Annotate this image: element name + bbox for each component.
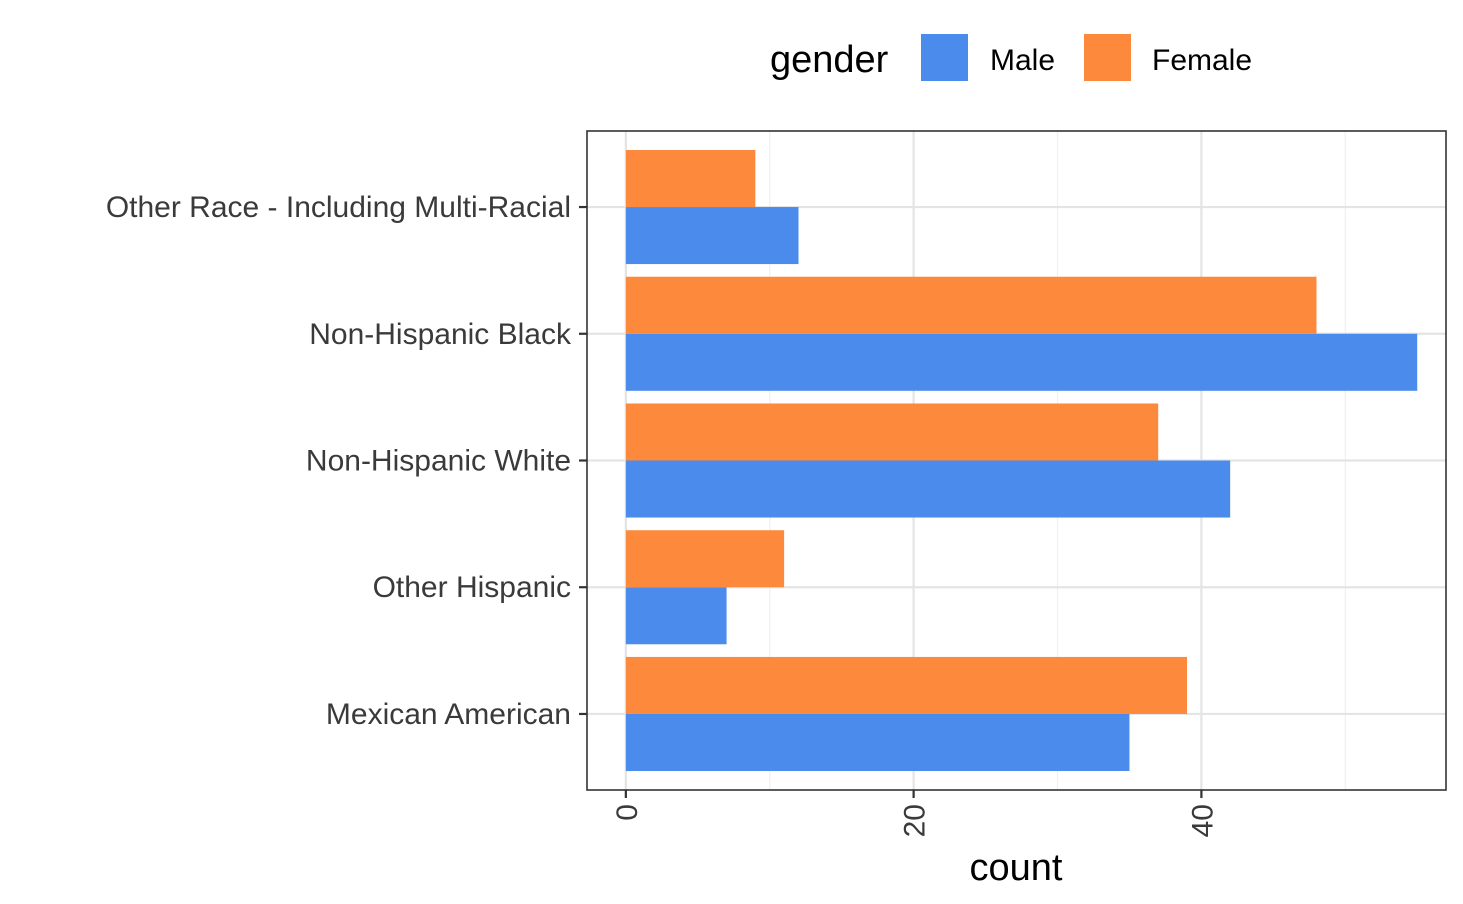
bar-female: [625, 276, 1317, 334]
legend-key-female: [1084, 34, 1131, 81]
y-tick-label: Other Hispanic: [373, 571, 571, 604]
bar-male: [625, 333, 1418, 391]
y-axis: Mexican American Other Hispanic Non-Hispan…: [106, 191, 587, 731]
x-tick-label: 0: [611, 804, 644, 821]
legend-title: gender: [770, 39, 889, 81]
x-axis: 0 20 40: [611, 790, 1219, 837]
x-axis-title: count: [970, 847, 1063, 889]
y-tick-label: Non-Hispanic White: [306, 445, 571, 478]
y-tick-label: Other Race - Including Multi-Racial: [106, 191, 571, 224]
y-tick-label: Non-Hispanic Black: [309, 318, 572, 351]
bar-female: [625, 530, 785, 588]
bar-male: [625, 587, 727, 645]
bars: [625, 150, 1418, 771]
bar-male: [625, 713, 1130, 771]
bar-female: [625, 150, 756, 208]
legend: gender Male Female: [770, 34, 1252, 81]
x-tick-label: 20: [899, 804, 932, 837]
bar-female: [625, 403, 1159, 461]
x-tick-label: 40: [1186, 804, 1219, 837]
legend-key-male: [921, 34, 968, 81]
bar-male: [625, 207, 799, 265]
bar-male: [625, 460, 1231, 518]
legend-label-female: Female: [1152, 44, 1252, 77]
legend-label-male: Male: [990, 44, 1055, 77]
y-tick-label: Mexican American: [326, 698, 571, 731]
bar-female: [625, 656, 1188, 714]
